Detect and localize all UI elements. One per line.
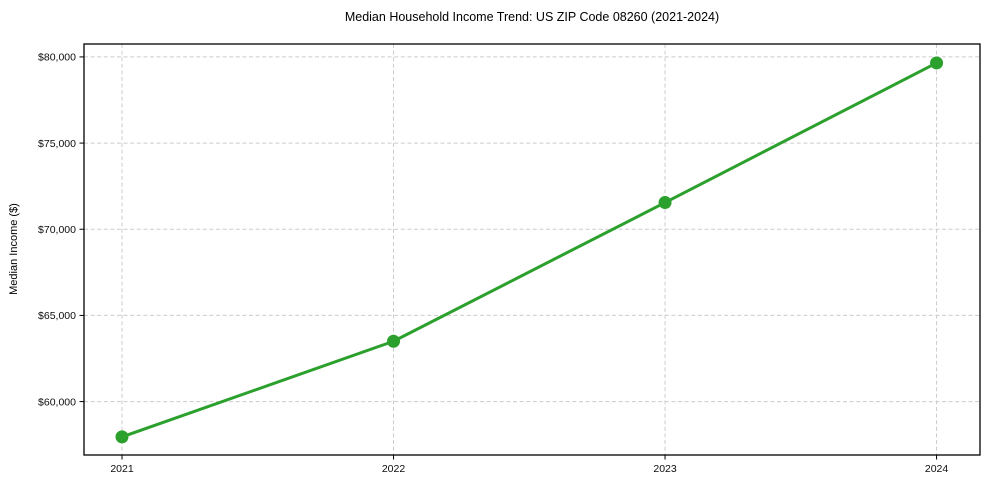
x-tick-label: 2021 (110, 463, 134, 475)
chart-title: Median Household Income Trend: US ZIP Co… (344, 10, 720, 24)
data-point-2021 (115, 430, 129, 444)
y-tick-label: $70,000 (38, 224, 76, 236)
data-point-2022 (387, 334, 401, 348)
plot-border (83, 43, 981, 456)
data-point-2023 (658, 196, 672, 210)
data-point-2024 (930, 56, 944, 70)
trend-line (120, 61, 939, 439)
y-tick-label: $65,000 (38, 310, 76, 322)
x-tick-label: 2023 (653, 463, 677, 475)
y-tick-label: $80,000 (38, 52, 76, 64)
y-tick-label: $60,000 (38, 396, 76, 408)
x-tick-label: 2024 (925, 463, 949, 475)
x-tick-label: 2022 (382, 463, 406, 475)
y-tick-label: $75,000 (38, 138, 76, 150)
